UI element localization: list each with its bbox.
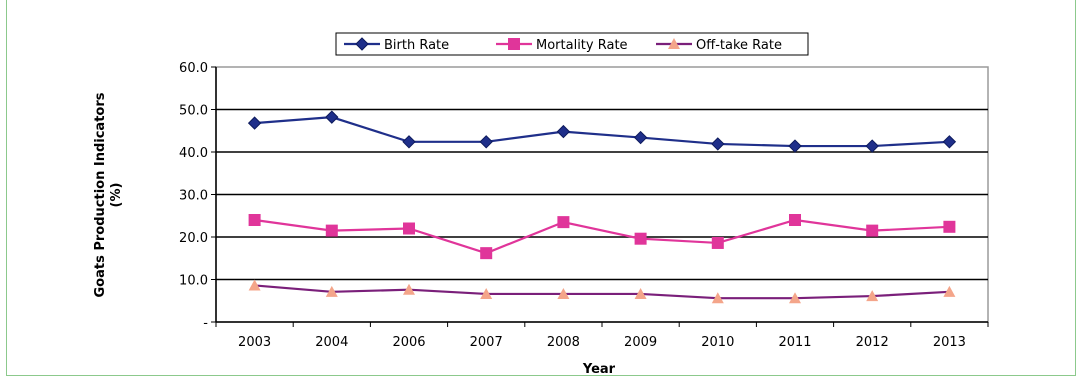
y-axis-title-line1: Goats Production Indicators: [93, 92, 108, 297]
mortality-rate-point: [557, 216, 570, 229]
y-tick-label: 20.0: [179, 231, 208, 246]
x-tick-label: 2004: [315, 335, 348, 350]
x-axis-title: Year: [582, 362, 616, 377]
chart-frame: [6, 0, 1076, 376]
legend-label: Mortality Rate: [536, 38, 628, 53]
mortality-rate-point: [403, 222, 415, 235]
legend-swatch-marker: [508, 38, 520, 50]
x-tick-label: 2011: [778, 335, 811, 350]
legend-box: [335, 32, 809, 56]
birth-rate-point: [247, 116, 262, 130]
y-tick-label: -: [203, 316, 208, 331]
mortality-rate-point: [248, 214, 261, 226]
legend-label: Birth Rate: [384, 38, 449, 53]
mortality-rate-point: [943, 220, 956, 233]
x-tick-label: 2003: [238, 335, 271, 350]
legend-swatch-marker: [668, 38, 680, 49]
mortality-rate-point: [325, 224, 338, 237]
birth-rate-point: [556, 124, 571, 139]
birth-rate-point: [633, 130, 648, 145]
x-tick-label: 2008: [547, 335, 580, 350]
x-tick-label: 2006: [392, 335, 425, 350]
birth-rate-point: [402, 135, 416, 149]
mortality-rate-line: [254, 218, 950, 255]
off-take-rate-point: [943, 285, 956, 297]
birth-rate-point: [865, 139, 879, 153]
gridlines: [215, 66, 989, 323]
x-tick-label: 2013: [933, 335, 966, 350]
off-take-rate-point: [480, 287, 493, 299]
off-take-rate-point: [866, 290, 879, 302]
x-tick-label: 2007: [470, 335, 503, 350]
birth-rate-point: [325, 110, 339, 124]
legend-swatch-marker: [355, 37, 369, 51]
off-take-rate-point: [634, 287, 647, 299]
y-axis-title-line2: (%): [109, 183, 124, 208]
birth-rate-point: [788, 139, 802, 153]
off-take-rate-point: [248, 279, 261, 291]
mortality-rate-point: [789, 214, 801, 226]
mortality-rate-point: [480, 247, 493, 260]
series-group: [247, 110, 957, 304]
x-tick-label: 2009: [624, 335, 657, 350]
x-tick-label: 2012: [856, 335, 889, 350]
y-tick-label: 40.0: [179, 146, 208, 161]
birth-rate-point: [711, 137, 725, 151]
birth-rate-line: [254, 116, 950, 148]
off-take-rate-point: [557, 287, 570, 299]
birth-rate-point: [479, 135, 493, 149]
mortality-rate-point: [711, 236, 724, 249]
x-tick-label: 2010: [701, 335, 734, 350]
off-take-rate-point: [789, 292, 801, 304]
legend: Birth Rate Mortality Rate Off-take Rate: [335, 32, 809, 56]
off-take-rate-point: [325, 285, 338, 297]
y-tick-label: 30.0: [179, 189, 208, 204]
off-take-rate-line: [254, 284, 950, 300]
legend-label: Off-take Rate: [696, 38, 782, 53]
y-axis-ticks: - 10.0 20.0 30.0 40.0 50.0 60.0: [179, 61, 216, 331]
y-tick-label: 10.0: [179, 274, 208, 289]
birth-rate-point: [942, 135, 957, 149]
mortality-rate-point: [866, 224, 879, 237]
off-take-rate-point: [403, 283, 415, 295]
y-axis-title: Goats Production Indicators (%): [93, 92, 124, 297]
mortality-rate-point: [634, 232, 647, 245]
x-axis-ticks: 2003 2004 2006 2007 2008 2009 2010 2011 2012 2013: [215, 322, 989, 350]
y-tick-label: 50.0: [179, 104, 208, 119]
off-take-rate-point: [711, 292, 724, 304]
y-tick-label: 60.0: [179, 61, 208, 76]
